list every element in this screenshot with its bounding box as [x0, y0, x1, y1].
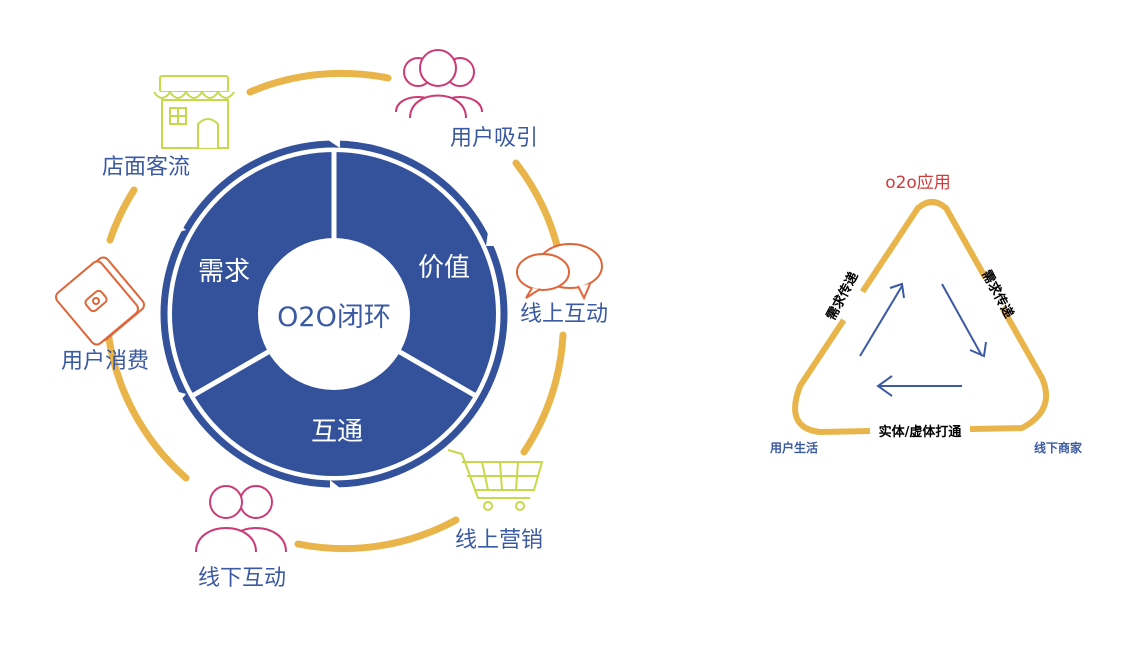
cycle-arrows — [859, 282, 987, 397]
triangle-diagram — [792, 199, 1049, 435]
triangle-right-corner-label: 线下商家 — [1034, 440, 1083, 455]
triangle-left-corner-label: 用户生活 — [769, 440, 818, 455]
stage-label-online-interact: 线上互动 — [520, 302, 608, 327]
navy-ring — [160, 132, 508, 496]
stage-label-store-traffic: 店面客流 — [102, 155, 190, 180]
center-label: O2O闭环 — [277, 302, 391, 333]
wallet-icon — [55, 256, 145, 346]
stage-label-offline-interact: 线下互动 — [198, 566, 286, 591]
loop-disk — [172, 150, 496, 476]
stage-label-user-attract: 用户吸引 — [450, 126, 538, 151]
outer-ring — [104, 69, 567, 553]
store-icon — [153, 75, 235, 149]
chat-bubbles-icon — [516, 243, 603, 301]
shopping-cart-icon — [447, 449, 544, 511]
segment-label-connect: 互通 — [311, 417, 363, 447]
segment-label-need: 需求 — [198, 257, 250, 287]
triangle-title: o2o应用 — [885, 173, 951, 193]
stage-label-online-marketing: 线上营销 — [455, 528, 543, 553]
stage-label-user-consume: 用户消费 — [61, 349, 149, 374]
segment-label-value: 价值 — [418, 253, 470, 283]
triangle-bottom-label: 实体/虚体打通 — [879, 424, 962, 440]
users-group-icon — [395, 49, 483, 119]
users-pair-icon — [195, 485, 287, 553]
